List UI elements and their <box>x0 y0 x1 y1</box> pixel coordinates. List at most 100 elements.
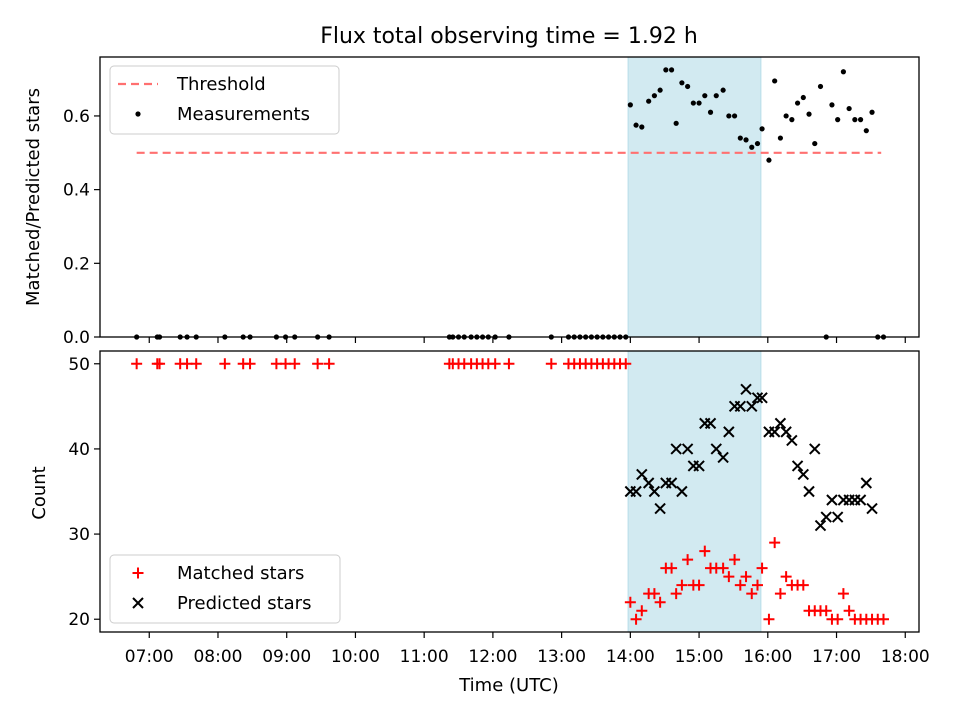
y-tick-label: 50 <box>68 355 90 375</box>
matched-star-marker <box>693 579 705 591</box>
measurement-point <box>657 87 663 93</box>
x-tick-label: 15:00 <box>675 647 724 667</box>
measurement-point <box>857 117 864 123</box>
legend: Threshold Measurements <box>109 65 340 135</box>
measurement-point <box>639 124 645 130</box>
plot-frame <box>99 56 920 338</box>
matched-star-marker <box>740 571 752 583</box>
predicted-star-marker <box>717 451 729 464</box>
predicted-star-marker <box>693 460 705 472</box>
predicted-star-marker <box>654 502 666 515</box>
matched-star-marker <box>797 579 809 591</box>
matched-star-marker <box>756 562 768 574</box>
x-tick-label: 07:00 <box>125 647 174 667</box>
x-tick-label: 08:00 <box>193 647 242 667</box>
matched-star-marker <box>244 358 256 370</box>
matched-star-marker <box>763 613 775 625</box>
matched-star-marker <box>630 613 642 625</box>
matched-star-marker <box>289 358 301 370</box>
matched-star-marker <box>717 562 729 574</box>
measurement-point <box>713 93 719 99</box>
predicted-star-marker <box>803 485 815 498</box>
measurement-point <box>812 140 818 147</box>
legend: Matched stars Predicted stars <box>109 554 341 624</box>
x-tick-label: 09:00 <box>262 647 311 667</box>
matched-star-marker <box>323 358 335 370</box>
predicted-star-marker <box>751 392 764 404</box>
measurement-point <box>766 157 772 163</box>
predicted-star-marker <box>756 392 768 404</box>
predicted-star-marker <box>866 502 878 515</box>
matched-star-marker <box>723 571 735 583</box>
measurement-point <box>806 111 812 117</box>
predicted-star-marker <box>774 417 787 430</box>
x-tick-label: 12:00 <box>468 647 517 667</box>
measurement-point <box>651 93 658 99</box>
measurement-point <box>783 113 789 119</box>
measurement-point <box>759 126 765 132</box>
predicted-star-marker <box>681 443 694 455</box>
measurement-point <box>707 109 714 115</box>
legend-matched-swatch <box>132 567 144 579</box>
measurement-point <box>794 100 801 106</box>
matched-star-marker <box>843 605 855 617</box>
predicted-star-marker <box>809 443 821 455</box>
bottom-y-axis-label: Count <box>29 466 50 519</box>
predicted-star-marker <box>704 417 717 430</box>
measurement-point <box>731 113 738 119</box>
predicted-star-marker <box>831 511 844 523</box>
matched-star-marker <box>832 613 844 625</box>
matched-star-marker <box>682 554 694 566</box>
y-tick-label: 40 <box>68 440 90 460</box>
predicted-star-marker <box>780 426 792 438</box>
predicted-star-marker <box>740 383 752 396</box>
matched-star-marker <box>624 596 636 608</box>
matched-star-marker <box>219 358 231 370</box>
y-tick-label: 0.2 <box>63 254 90 274</box>
legend-predicted-swatch <box>132 597 144 609</box>
measurement-point <box>754 140 761 147</box>
predicted-star-marker <box>648 485 661 498</box>
measurement-point <box>673 120 679 126</box>
matched-star-marker <box>769 537 781 549</box>
legend-entry-label: Measurements <box>177 104 310 125</box>
legend-entry-label: Threshold <box>176 74 266 95</box>
predicted-star-marker <box>826 494 838 506</box>
predicted-star-marker <box>860 477 873 489</box>
top-panel-ratio-plot: 0.0 0.2 0.4 0.6 Threshold Measurements <box>63 56 920 348</box>
x-tick-label: 14:00 <box>606 647 655 667</box>
predicted-star-marker <box>854 494 867 506</box>
matched-star-marker <box>729 554 741 566</box>
y-tick-label: 0.4 <box>63 181 90 201</box>
matched-star-marker <box>699 545 711 557</box>
measurement-point <box>702 93 708 99</box>
predicted-star-marker <box>768 426 781 438</box>
predicted-star-marker <box>820 511 832 523</box>
y-tick-label: 20 <box>68 610 90 630</box>
bottom-panel-count-plot: 20 30 40 50 07:00 08:00 09:00 10:00 11:00 12:00 13… <box>68 350 930 667</box>
predicted-star-marker <box>676 485 688 498</box>
measurement-point <box>679 80 685 86</box>
measurement-point <box>835 117 841 123</box>
matched-star-marker <box>780 571 792 583</box>
x-tick-label: 18:00 <box>881 647 930 667</box>
predicted-star-marker <box>642 477 655 489</box>
measurement-point <box>789 117 795 123</box>
matched-star-marker <box>670 588 682 600</box>
legend-entry-label: Predicted stars <box>177 593 311 614</box>
matched-star-marker <box>751 579 763 591</box>
measurement-point <box>720 87 726 93</box>
measurement-point <box>743 137 749 143</box>
legend-box <box>109 554 341 624</box>
matched-star-marker <box>676 579 688 591</box>
predicted-star-marker <box>814 519 827 532</box>
matched-star-marker <box>489 358 501 370</box>
measurement-point <box>749 144 755 150</box>
measurement-point <box>663 67 669 73</box>
x-tick-label: 13:00 <box>537 647 586 667</box>
plot-frame <box>99 350 920 633</box>
y-tick-label: 30 <box>68 525 90 545</box>
measurement-point <box>668 67 675 73</box>
top-y-axis-label: Matched/Predicted stars <box>23 88 44 306</box>
predicted-star-marker <box>665 477 678 489</box>
